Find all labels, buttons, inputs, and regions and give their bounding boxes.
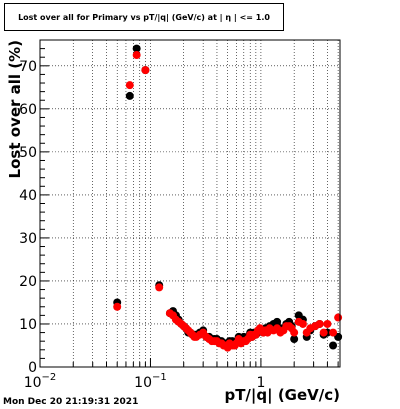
red-data-point — [323, 319, 332, 328]
plot-frame — [39, 39, 341, 368]
y-tick-label: 70 — [19, 59, 37, 75]
black-data-point — [132, 44, 141, 53]
x-tick-label: 10−1 — [134, 372, 167, 391]
x-tick-label: 1 — [256, 375, 265, 391]
y-tick-label: 30 — [19, 231, 37, 247]
red-data-point — [141, 66, 150, 75]
red-data-point — [113, 302, 122, 311]
y-tick-label: 60 — [19, 102, 37, 118]
x-axis-label: pT/|q| (GeV/c) — [224, 386, 340, 405]
data-markers — [113, 44, 343, 352]
red-data-point — [132, 51, 141, 60]
red-data-point — [334, 313, 343, 322]
y-axis-label: Lost over all (%) — [6, 40, 24, 178]
red-data-point — [298, 319, 307, 328]
red-data-point — [125, 81, 134, 90]
black-data-point — [125, 91, 134, 100]
axes: 0 10 20 30 40 50 60 70 10−2 10−1 1 — [19, 39, 339, 391]
black-data-point — [290, 335, 299, 344]
grid-lines — [40, 40, 340, 367]
y-tick-label: 50 — [19, 145, 37, 161]
red-data-point — [315, 319, 324, 328]
red-data-point — [329, 328, 338, 337]
timestamp: Mon Dec 20 21:19:31 2021 — [3, 397, 139, 407]
y-tick-label: 10 — [19, 317, 37, 333]
y-tick-label: 20 — [19, 274, 37, 290]
y-tick-label: 40 — [19, 188, 37, 204]
chart-title-box: Lost over all for Primary vs pT/|q| (GeV… — [4, 3, 284, 31]
black-data-point — [329, 341, 338, 350]
red-data-point — [155, 283, 164, 292]
red-data-point — [290, 328, 299, 337]
red-data-point — [319, 328, 328, 337]
x-tick-label: 10−2 — [24, 372, 57, 391]
y-tick-label: 0 — [28, 360, 37, 376]
black-data-point — [273, 317, 282, 326]
chart-title: Lost over all for Primary vs pT/|q| (GeV… — [18, 12, 270, 22]
